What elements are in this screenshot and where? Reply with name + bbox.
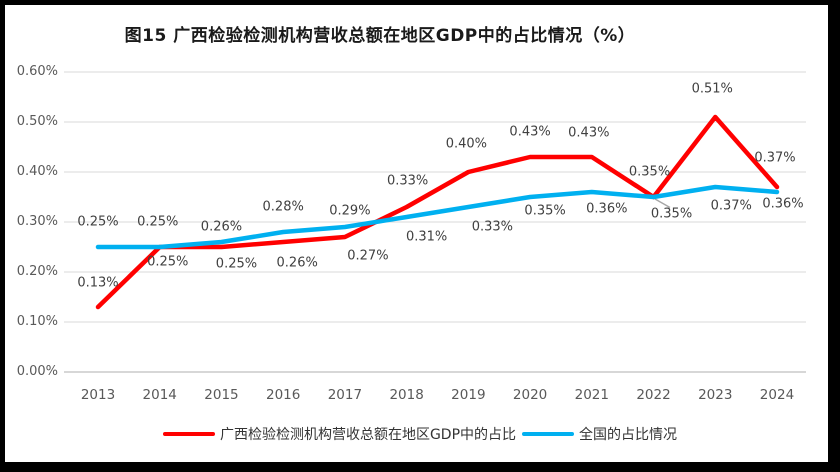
x-tick-label: 2014 [142,387,177,403]
y-tick-label: 0.20% [16,264,58,279]
data-label: 0.25% [137,214,179,230]
x-tick-label: 2022 [636,387,671,403]
data-label: 0.43% [568,125,610,141]
data-label: 0.35% [650,206,693,222]
legend-swatch-icon [522,431,575,437]
data-label: 0.31% [405,229,448,245]
data-label: 0.43% [509,124,551,140]
data-label: 0.40% [445,136,488,152]
data-label: 0.25% [147,254,189,270]
x-tick-label: 2023 [698,387,733,403]
x-tick-label: 2013 [80,387,116,403]
x-tick-label: 2019 [451,387,486,403]
label-leader-line [654,198,671,209]
x-tick-label: 2016 [265,387,301,403]
data-label: 0.13% [77,275,119,291]
x-tick-label: 2020 [512,387,548,403]
y-tick-label: 0.40% [16,164,58,179]
x-tick-label: 2015 [204,387,239,403]
legend: 广西检验检测机构营收总额在地区GDP中的占比 全国的占比情况 [0,424,840,444]
data-label: 0.51% [691,81,733,97]
data-label: 0.35% [628,164,671,180]
data-label: 0.33% [386,173,429,189]
legend-item-1: 全国的占比情况 [522,424,677,444]
y-tick-label: 0.00% [16,364,58,379]
legend-swatch-icon [162,431,215,437]
data-label: 0.28% [262,199,304,215]
x-tick-label: 2017 [327,387,363,403]
data-label: 0.25% [77,214,119,230]
series-line-0 [95,114,780,310]
data-label: 0.26% [200,219,243,235]
legend-label: 广西检验检测机构营收总额在地区GDP中的占比 [219,427,517,443]
data-label: 0.35% [524,203,566,219]
data-label: 0.25% [215,256,258,272]
chart-frame [5,5,828,462]
y-tick-label: 0.50% [16,114,58,129]
y-tick-label: 0.10% [16,314,58,329]
data-label: 0.29% [329,203,371,219]
data-label: 0.33% [471,219,514,235]
y-tick-label: 0.60% [16,64,58,79]
x-tick-label: 2018 [389,387,424,403]
data-label: 0.36% [762,196,804,212]
data-label: 0.36% [586,201,628,217]
chart-title: 图15 广西检验检测机构营收总额在地区GDP中的占比情况（%） [124,26,636,46]
legend-label: 全国的占比情况 [579,427,678,443]
data-label: 0.26% [276,255,318,271]
series-line-1 [95,184,780,250]
data-label: 0.37% [710,198,752,214]
x-tick-label: 2021 [574,387,609,403]
y-tick-label: 0.30% [16,214,58,229]
legend-item-0: 广西检验检测机构营收总额在地区GDP中的占比 [162,424,517,444]
data-label: 0.27% [347,248,389,264]
data-label: 0.37% [754,150,796,166]
x-tick-label: 2024 [759,387,795,403]
